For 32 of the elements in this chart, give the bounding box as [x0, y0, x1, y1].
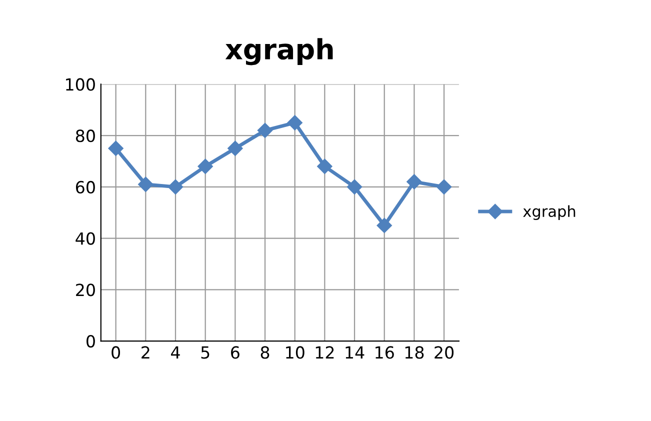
x-tick-label: 10: [286, 346, 304, 359]
x-tick-label: 0: [112, 346, 120, 359]
x-tick-label: 20: [434, 346, 454, 359]
x-tick-label: 16: [376, 346, 394, 359]
point: [138, 176, 154, 192]
x-tick-label: 6: [231, 346, 240, 359]
x-tick-label: 2: [142, 346, 150, 359]
chart-title: xgraph: [225, 38, 333, 66]
point: [346, 179, 362, 194]
point: [436, 179, 452, 194]
x-tick-label: 12: [316, 346, 334, 359]
y-tick-label: 100: [66, 78, 95, 91]
point: [287, 115, 302, 130]
point: [108, 140, 124, 156]
x-tick-label: 18: [405, 346, 424, 359]
point: [198, 158, 213, 174]
point: [168, 179, 184, 194]
point: [376, 218, 392, 234]
point: [228, 140, 243, 156]
legend-label: xgraph: [523, 205, 576, 220]
point: [406, 174, 422, 190]
x-tick-label: 5: [201, 346, 210, 359]
y-tick-label: 40: [76, 232, 95, 245]
y-tick-label: 0: [86, 334, 95, 348]
y-tick-label: 20: [76, 284, 95, 296]
y-tick-label: 80: [76, 130, 95, 142]
x-tick-label: 8: [260, 346, 270, 359]
y-tick-label: 60: [76, 180, 95, 194]
point: [257, 122, 273, 138]
x-tick-label: 14: [346, 346, 364, 359]
point: [317, 158, 332, 174]
x-tick-label: 4: [171, 346, 180, 359]
